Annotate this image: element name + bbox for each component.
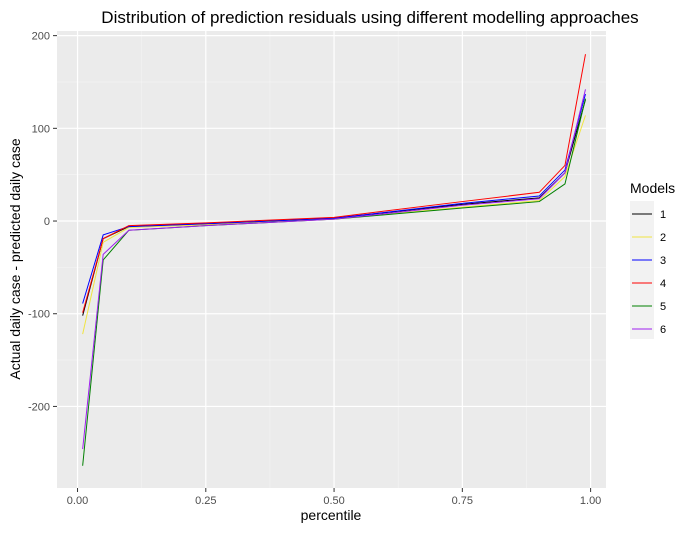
legend-label-2: 2 — [660, 232, 666, 244]
x-tick-label: 0.75 — [452, 495, 473, 507]
y-tick-label: 100 — [32, 123, 50, 135]
x-tick-label: 0.50 — [323, 495, 344, 507]
legend-title: Models — [630, 180, 675, 196]
x-tick-label: 0.00 — [67, 495, 88, 507]
legend-label-5: 5 — [660, 301, 666, 313]
y-tick-label: -200 — [28, 401, 50, 413]
y-tick-label: 0 — [44, 216, 50, 228]
series-line-6 — [82, 89, 586, 450]
legend-label-1: 1 — [660, 209, 666, 221]
legend-label-3: 3 — [660, 255, 666, 267]
chart-title: Distribution of prediction residuals usi… — [101, 8, 638, 27]
y-tick-label: 200 — [32, 31, 50, 43]
legend-label-6: 6 — [660, 324, 666, 336]
legend-label-4: 4 — [660, 278, 666, 290]
series-line-3 — [82, 93, 586, 304]
x-tick-label: 1.00 — [580, 495, 601, 507]
y-tick-label: -100 — [28, 309, 50, 321]
legend-key-background — [630, 201, 654, 339]
series-line-4 — [82, 54, 586, 313]
plot-panel — [57, 31, 606, 488]
y-axis-label: Actual daily case - predicted daily case — [7, 138, 23, 379]
x-axis-label: percentile — [301, 507, 362, 523]
x-tick-label: 0.25 — [195, 495, 216, 507]
